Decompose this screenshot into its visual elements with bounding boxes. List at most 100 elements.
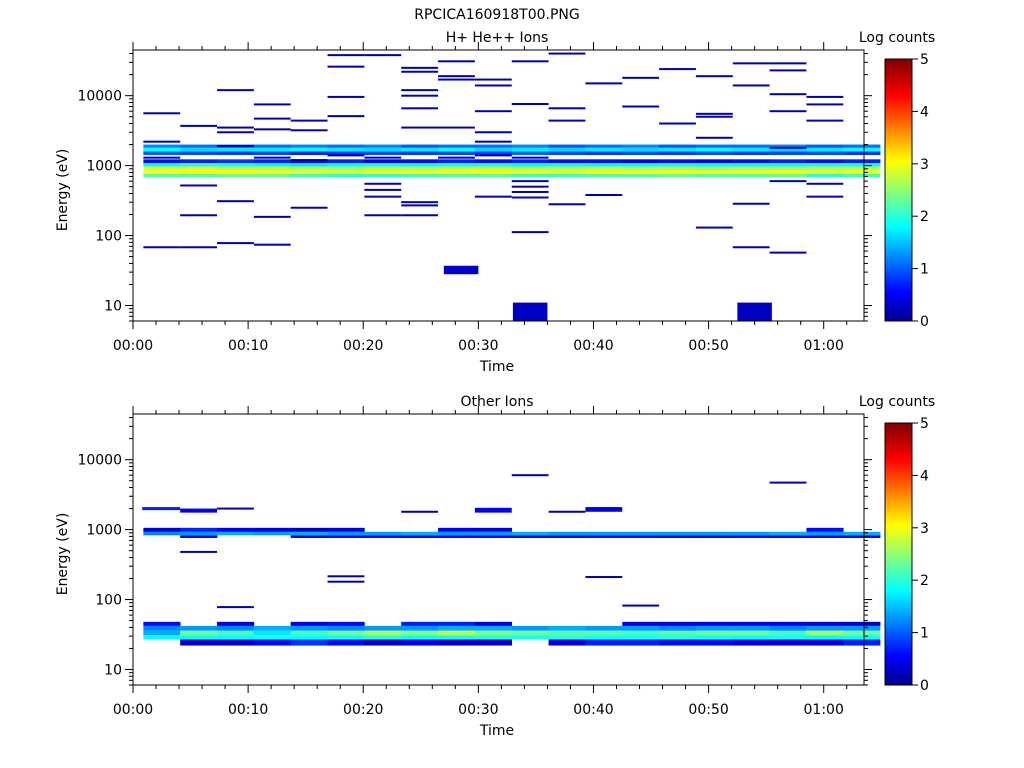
heatmap-cell xyxy=(511,535,549,538)
heatmap-block xyxy=(737,302,772,321)
heatmap-streak xyxy=(695,226,733,229)
heatmap-streak xyxy=(327,65,365,68)
heatmap-cell xyxy=(290,170,328,174)
heatmap-cell xyxy=(438,527,476,532)
heatmap-cell xyxy=(290,151,328,155)
heatmap-streak xyxy=(327,580,365,583)
heatmap-cell xyxy=(474,147,513,152)
heatmap-cell xyxy=(217,635,255,640)
heatmap-cell xyxy=(438,531,476,536)
heatmap-cell xyxy=(695,531,734,536)
y-tick-label: 100 xyxy=(95,593,122,609)
heatmap-cell xyxy=(585,151,623,155)
heatmap-cell xyxy=(548,166,586,171)
heatmap-streak xyxy=(585,82,623,85)
heatmap-cell xyxy=(659,535,697,538)
heatmap-cell xyxy=(806,531,844,536)
heatmap-cell xyxy=(438,151,476,155)
heatmap-cell xyxy=(585,159,623,163)
heatmap-streak xyxy=(806,119,844,122)
colorbar-tick-label: 5 xyxy=(920,52,929,68)
heatmap-cell xyxy=(511,151,549,155)
heatmap-cell xyxy=(290,166,328,171)
heatmap-cell xyxy=(180,166,218,171)
colorbar-tick-label: 5 xyxy=(920,416,929,432)
heatmap-cell xyxy=(695,162,734,167)
heatmap-cell xyxy=(732,630,770,636)
heatmap-streak xyxy=(253,103,291,106)
heatmap-cell xyxy=(659,635,697,640)
heatmap-cell xyxy=(585,162,623,167)
heatmap-cell xyxy=(659,531,697,536)
heatmap-cell xyxy=(290,621,328,626)
heatmap-cell xyxy=(511,170,549,174)
heatmap-streak xyxy=(438,75,475,78)
heatmap-cell xyxy=(180,630,218,636)
heatmap-streak xyxy=(511,60,549,63)
heatmap-streak xyxy=(511,156,549,159)
heatmap-cell xyxy=(474,166,513,171)
heatmap-cell xyxy=(474,639,513,646)
heatmap-cell xyxy=(769,173,807,178)
heatmap-cell xyxy=(180,635,218,640)
heatmap-streak xyxy=(401,214,439,217)
x-tick-label: 00:00 xyxy=(113,338,153,354)
heatmap-streak xyxy=(695,112,733,115)
heatmap-streak xyxy=(364,54,402,57)
heatmap-cell xyxy=(474,170,513,174)
heatmap-cell xyxy=(659,159,697,163)
heatmap-cell xyxy=(143,527,181,532)
heatmap-cell xyxy=(843,151,881,155)
heatmap-cell xyxy=(253,527,292,532)
heatmap-cell xyxy=(401,151,439,155)
heatmap-cell xyxy=(659,173,697,178)
heatmap-cell xyxy=(695,170,734,174)
heatmap-streak xyxy=(659,68,696,71)
heatmap-cell xyxy=(180,144,218,148)
heatmap-cell xyxy=(585,630,623,636)
heatmap-cell xyxy=(659,621,697,626)
heatmap-cell xyxy=(695,535,734,538)
heatmap-cell xyxy=(143,635,181,640)
heatmap-cell xyxy=(659,151,697,155)
heatmap-cell xyxy=(622,173,660,178)
heatmap-streak xyxy=(511,474,549,477)
heatmap-cell xyxy=(511,162,549,167)
heatmap-block xyxy=(142,507,181,511)
heatmap-streak xyxy=(364,156,402,159)
heatmap-streak xyxy=(438,156,475,159)
heatmap-cell xyxy=(732,625,770,631)
heatmap-cell xyxy=(253,147,292,152)
heatmap-cell xyxy=(769,635,807,640)
heatmap-cell xyxy=(438,166,476,171)
heatmap-cell xyxy=(622,151,660,155)
heatmap-streak xyxy=(401,126,439,129)
heatmap-streak xyxy=(143,140,181,143)
heatmap-cell xyxy=(659,625,697,631)
heatmap-streak xyxy=(143,246,181,249)
heatmap-cell xyxy=(327,166,365,171)
heatmap-cell xyxy=(769,535,807,538)
heatmap-cell xyxy=(438,144,476,148)
heatmap-cell xyxy=(327,621,365,626)
heatmap-streak xyxy=(401,89,439,92)
heatmap-streak xyxy=(401,107,439,110)
x-tick-label: 00:40 xyxy=(573,702,613,718)
heatmap-cell xyxy=(659,166,697,171)
x-tick-label: 01:00 xyxy=(804,338,844,354)
heatmap-cell xyxy=(474,151,513,155)
heatmap-cell xyxy=(732,535,770,538)
heatmap-cell xyxy=(438,625,476,631)
heatmap-cell xyxy=(622,147,660,152)
heatmap-streak xyxy=(253,117,291,120)
x-tick-label: 00:00 xyxy=(113,702,153,718)
heatmap-cell xyxy=(659,144,697,148)
heatmap-cell xyxy=(364,625,402,631)
heatmap-cell xyxy=(695,151,734,155)
heatmap-streak xyxy=(806,182,844,185)
heatmap-cell xyxy=(806,144,844,148)
heatmap-cell xyxy=(364,531,402,536)
heatmap-streak xyxy=(253,215,291,218)
heatmap-cell xyxy=(253,173,292,178)
colorbar-tick-label: 3 xyxy=(920,157,929,173)
